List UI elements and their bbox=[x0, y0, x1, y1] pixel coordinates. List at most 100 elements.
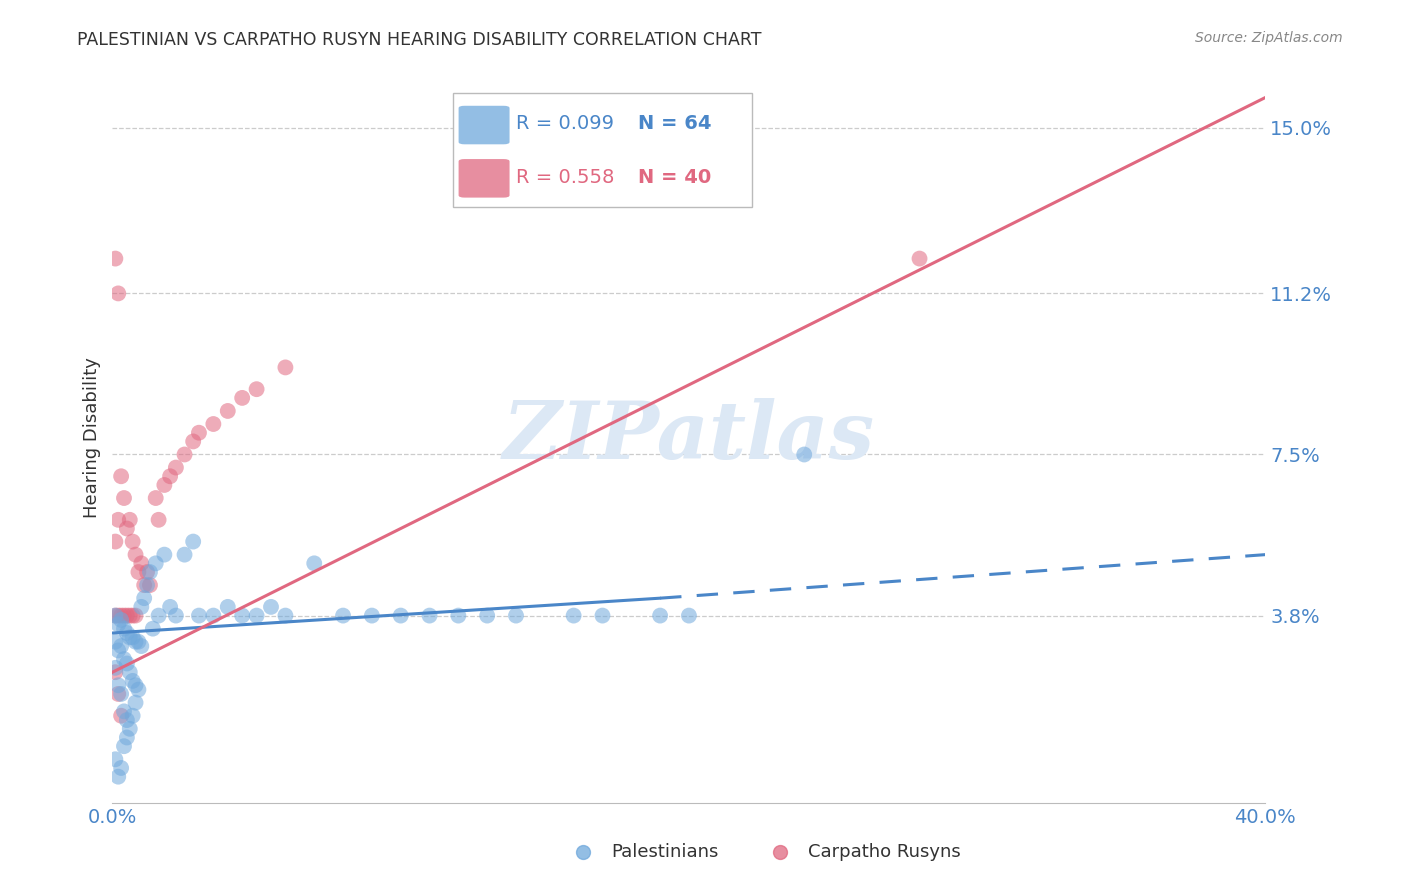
Point bbox=[145, 557, 167, 571]
Point bbox=[246, 382, 269, 396]
Point bbox=[110, 761, 132, 775]
Point bbox=[121, 534, 143, 549]
Y-axis label: Hearing Disability: Hearing Disability bbox=[83, 357, 101, 517]
Point bbox=[110, 613, 132, 627]
Point bbox=[304, 557, 326, 571]
Point bbox=[115, 626, 138, 640]
Point bbox=[129, 599, 153, 614]
Point bbox=[148, 513, 170, 527]
Point bbox=[115, 608, 138, 623]
Point bbox=[107, 770, 129, 784]
Point bbox=[148, 608, 170, 623]
Point bbox=[110, 608, 132, 623]
Text: Source: ZipAtlas.com: Source: ZipAtlas.com bbox=[1195, 31, 1343, 45]
Point bbox=[112, 622, 135, 636]
Point bbox=[562, 608, 585, 623]
Point bbox=[118, 722, 141, 736]
Text: PALESTINIAN VS CARPATHO RUSYN HEARING DISABILITY CORRELATION CHART: PALESTINIAN VS CARPATHO RUSYN HEARING DI… bbox=[77, 31, 762, 49]
Point bbox=[181, 434, 204, 449]
Point bbox=[107, 687, 129, 701]
Point bbox=[104, 634, 127, 648]
Point bbox=[650, 608, 672, 623]
Point bbox=[118, 631, 141, 645]
Point bbox=[127, 634, 149, 648]
Point bbox=[136, 578, 159, 592]
Point bbox=[217, 599, 239, 614]
Point bbox=[231, 608, 253, 623]
Text: Palestinians: Palestinians bbox=[612, 843, 718, 861]
Text: Carpatho Rusyns: Carpatho Rusyns bbox=[808, 843, 962, 861]
Point bbox=[115, 731, 138, 745]
Point bbox=[139, 578, 162, 592]
Point bbox=[104, 608, 127, 623]
Point bbox=[389, 608, 412, 623]
Point bbox=[332, 608, 354, 623]
Point bbox=[142, 622, 165, 636]
Point bbox=[110, 708, 132, 723]
Point bbox=[124, 696, 146, 710]
Point bbox=[110, 469, 132, 483]
Point bbox=[118, 665, 141, 680]
Point bbox=[107, 678, 129, 692]
Point bbox=[107, 286, 129, 301]
Point bbox=[188, 608, 211, 623]
Point bbox=[134, 578, 156, 592]
Point bbox=[360, 608, 382, 623]
Point bbox=[153, 478, 176, 492]
Point bbox=[173, 448, 195, 462]
Point bbox=[104, 665, 127, 680]
Point bbox=[231, 391, 253, 405]
Point bbox=[447, 608, 470, 623]
Point bbox=[274, 608, 297, 623]
Point bbox=[112, 705, 135, 719]
Point bbox=[107, 643, 129, 657]
Point bbox=[118, 513, 141, 527]
Point bbox=[159, 469, 181, 483]
Point bbox=[121, 631, 143, 645]
Point bbox=[104, 252, 127, 266]
Point bbox=[107, 617, 129, 632]
Point bbox=[112, 739, 135, 754]
Point bbox=[274, 360, 297, 375]
Point bbox=[159, 599, 181, 614]
Point bbox=[104, 608, 127, 623]
Point bbox=[153, 548, 176, 562]
Point bbox=[127, 682, 149, 697]
Point bbox=[1298, 578, 1320, 592]
Point bbox=[115, 657, 138, 671]
Point bbox=[112, 491, 135, 505]
Point bbox=[165, 608, 187, 623]
Point bbox=[104, 534, 127, 549]
Point bbox=[246, 608, 269, 623]
Point bbox=[129, 557, 153, 571]
Point bbox=[104, 661, 127, 675]
Text: ZIPatlas: ZIPatlas bbox=[503, 399, 875, 475]
Point bbox=[112, 608, 135, 623]
Point bbox=[134, 591, 156, 606]
Point bbox=[793, 448, 815, 462]
Point bbox=[475, 608, 499, 623]
Point bbox=[129, 639, 153, 653]
Point bbox=[202, 417, 225, 431]
Point bbox=[505, 608, 527, 623]
Point bbox=[112, 652, 135, 666]
Point bbox=[124, 634, 146, 648]
Point bbox=[121, 673, 143, 688]
Point bbox=[136, 565, 159, 579]
Point bbox=[104, 752, 127, 766]
Point bbox=[419, 608, 441, 623]
Point bbox=[139, 565, 162, 579]
Point bbox=[145, 491, 167, 505]
Point bbox=[118, 608, 141, 623]
Point bbox=[165, 460, 187, 475]
Point bbox=[217, 404, 239, 418]
Point bbox=[110, 687, 132, 701]
Point bbox=[908, 252, 931, 266]
Point bbox=[121, 708, 143, 723]
Point bbox=[127, 565, 149, 579]
Point bbox=[107, 608, 129, 623]
Point bbox=[124, 678, 146, 692]
Point bbox=[124, 608, 146, 623]
Point bbox=[592, 608, 614, 623]
Point bbox=[188, 425, 211, 440]
